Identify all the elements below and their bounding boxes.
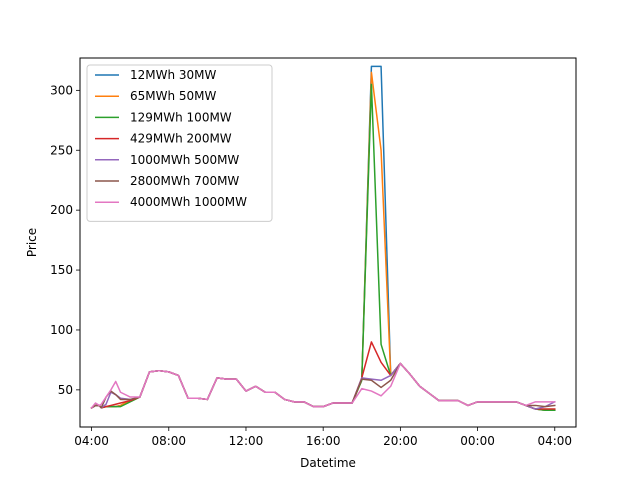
legend-label-7: 4000MWh 1000MW (130, 195, 247, 209)
legend: 12MWh 30MW 65MWh 50MW 129MWh 100MW 429MWh 2… (86, 64, 273, 222)
legend-label-5: 1000MWh 500MW (130, 153, 239, 167)
legend-label-4: 429MWh 200MW (130, 132, 232, 146)
legend-label-1: 12MWh 30MW (130, 68, 217, 82)
x-tick-label: 20:00 (383, 434, 418, 448)
series-line-4 (90, 341, 556, 410)
y-tick-label: 150 (50, 263, 73, 277)
legend-label-6: 2800MWh 700MW (130, 174, 239, 188)
y-tick-label: 100 (50, 323, 73, 337)
x-tick-label: 16:00 (306, 434, 341, 448)
plot-frame (79, 57, 577, 428)
x-tick-label: 04:00 (537, 434, 572, 448)
legend-box (86, 64, 273, 222)
legend-label-2: 65MWh 50MW (130, 89, 217, 103)
x-tick-label: 04:00 (74, 434, 109, 448)
y-tick-label: 300 (50, 83, 73, 97)
x-axis: 04:00 08:00 12:00 16:00 20:00 00:00 04:00 (74, 427, 572, 448)
y-tick-label: 50 (58, 383, 73, 397)
y-tick-label: 200 (50, 203, 73, 217)
y-axis: 50 100 150 200 250 300 (50, 83, 80, 397)
x-axis-title: Datetime (300, 456, 356, 470)
y-tick-label: 250 (50, 143, 73, 157)
y-axis-title: Price (25, 228, 39, 257)
x-tick-label: 12:00 (229, 434, 264, 448)
series-layer (90, 65, 556, 411)
x-tick-label: 00:00 (460, 434, 495, 448)
legend-label-3: 129MWh 100MW (130, 110, 232, 124)
x-tick-label: 08:00 (151, 434, 186, 448)
series-line-7 (90, 362, 556, 409)
